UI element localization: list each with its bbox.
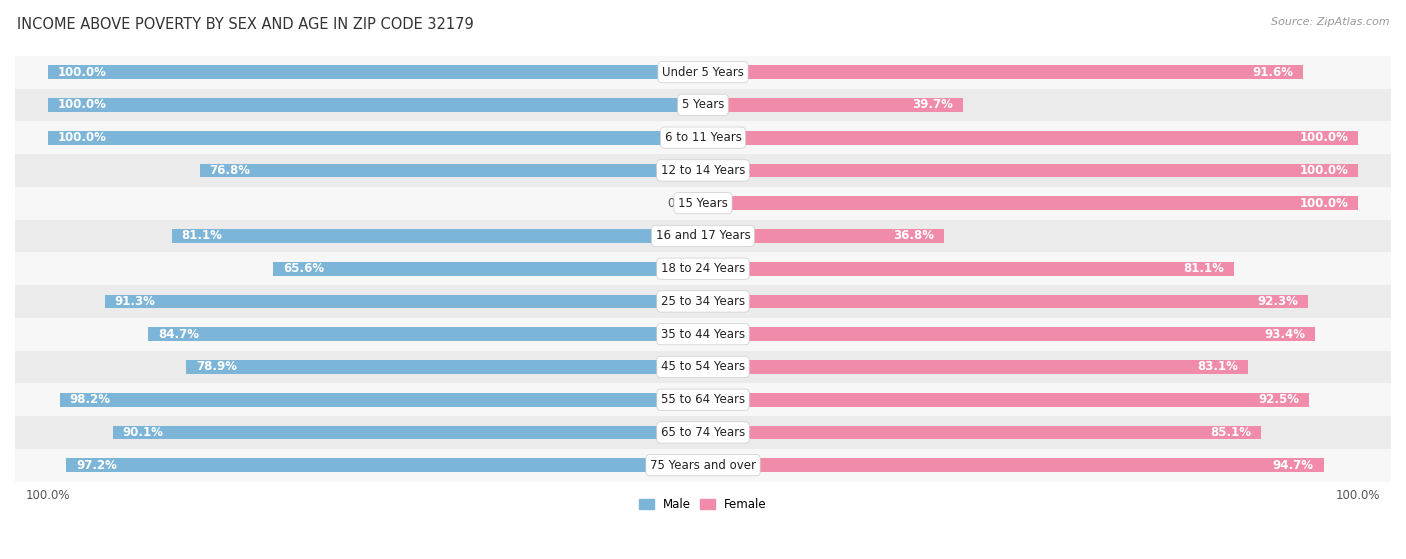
Bar (48, 98, 703, 112)
Text: 16 and 17 Years: 16 and 17 Years (655, 229, 751, 243)
Text: Source: ZipAtlas.com: Source: ZipAtlas.com (1271, 17, 1389, 27)
Text: 35 to 44 Years: 35 to 44 Years (661, 328, 745, 340)
Text: 81.1%: 81.1% (1184, 262, 1225, 275)
Bar (15, 220, 1391, 252)
Text: 45 to 54 Years: 45 to 54 Years (661, 361, 745, 373)
Bar (703, 196, 1358, 210)
Bar (15, 187, 1391, 220)
Text: 15 Years: 15 Years (678, 197, 728, 210)
Text: 100.0%: 100.0% (1299, 164, 1348, 177)
Text: 100.0%: 100.0% (58, 98, 107, 111)
Bar (15, 154, 1391, 187)
Text: 97.2%: 97.2% (76, 459, 117, 472)
Bar (112, 425, 703, 439)
Bar (15, 285, 1391, 318)
Legend: Male, Female: Male, Female (634, 494, 772, 516)
Text: 98.2%: 98.2% (69, 393, 111, 406)
Bar (172, 229, 703, 243)
Bar (66, 458, 703, 472)
Bar (703, 229, 943, 243)
Bar (15, 383, 1391, 416)
Bar (703, 360, 1247, 374)
Text: 39.7%: 39.7% (912, 98, 953, 111)
Text: 12 to 14 Years: 12 to 14 Years (661, 164, 745, 177)
Text: 76.8%: 76.8% (209, 164, 250, 177)
Bar (15, 121, 1391, 154)
Text: 93.4%: 93.4% (1264, 328, 1305, 340)
Bar (15, 56, 1391, 88)
Text: 78.9%: 78.9% (195, 361, 236, 373)
Text: 81.1%: 81.1% (181, 229, 222, 243)
Text: 36.8%: 36.8% (893, 229, 935, 243)
Bar (15, 449, 1391, 481)
Text: 18 to 24 Years: 18 to 24 Years (661, 262, 745, 275)
Bar (15, 318, 1391, 350)
Bar (703, 262, 1234, 276)
Bar (15, 88, 1391, 121)
Bar (15, 350, 1391, 383)
Text: 0.0%: 0.0% (666, 197, 696, 210)
Text: 84.7%: 84.7% (157, 328, 198, 340)
Text: 91.3%: 91.3% (115, 295, 156, 308)
Bar (703, 98, 963, 112)
Text: 90.1%: 90.1% (122, 426, 163, 439)
Text: 100.0%: 100.0% (58, 131, 107, 144)
Bar (59, 393, 703, 406)
Bar (703, 131, 1358, 145)
Bar (703, 393, 1309, 406)
Text: 91.6%: 91.6% (1253, 65, 1294, 79)
Bar (148, 328, 703, 341)
Bar (703, 164, 1358, 177)
Text: 92.5%: 92.5% (1258, 393, 1299, 406)
Bar (703, 295, 1308, 309)
Text: 25 to 34 Years: 25 to 34 Years (661, 295, 745, 308)
Bar (703, 425, 1261, 439)
Text: 100.0%: 100.0% (58, 65, 107, 79)
Text: Under 5 Years: Under 5 Years (662, 65, 744, 79)
Text: 55 to 64 Years: 55 to 64 Years (661, 393, 745, 406)
Bar (273, 262, 703, 276)
Bar (15, 252, 1391, 285)
Bar (703, 328, 1315, 341)
Text: 85.1%: 85.1% (1209, 426, 1251, 439)
Text: 83.1%: 83.1% (1197, 361, 1237, 373)
Text: 75 Years and over: 75 Years and over (650, 459, 756, 472)
Bar (105, 295, 703, 309)
Text: 100.0%: 100.0% (1299, 131, 1348, 144)
Bar (15, 416, 1391, 449)
Text: 100.0%: 100.0% (1299, 197, 1348, 210)
Text: 5 Years: 5 Years (682, 98, 724, 111)
Bar (48, 65, 703, 79)
Bar (48, 131, 703, 145)
Text: 65 to 74 Years: 65 to 74 Years (661, 426, 745, 439)
Text: INCOME ABOVE POVERTY BY SEX AND AGE IN ZIP CODE 32179: INCOME ABOVE POVERTY BY SEX AND AGE IN Z… (17, 17, 474, 32)
Bar (703, 458, 1323, 472)
Text: 65.6%: 65.6% (283, 262, 325, 275)
Bar (186, 360, 703, 374)
Bar (200, 164, 703, 177)
Bar (703, 65, 1303, 79)
Text: 94.7%: 94.7% (1272, 459, 1313, 472)
Text: 6 to 11 Years: 6 to 11 Years (665, 131, 741, 144)
Text: 92.3%: 92.3% (1257, 295, 1298, 308)
